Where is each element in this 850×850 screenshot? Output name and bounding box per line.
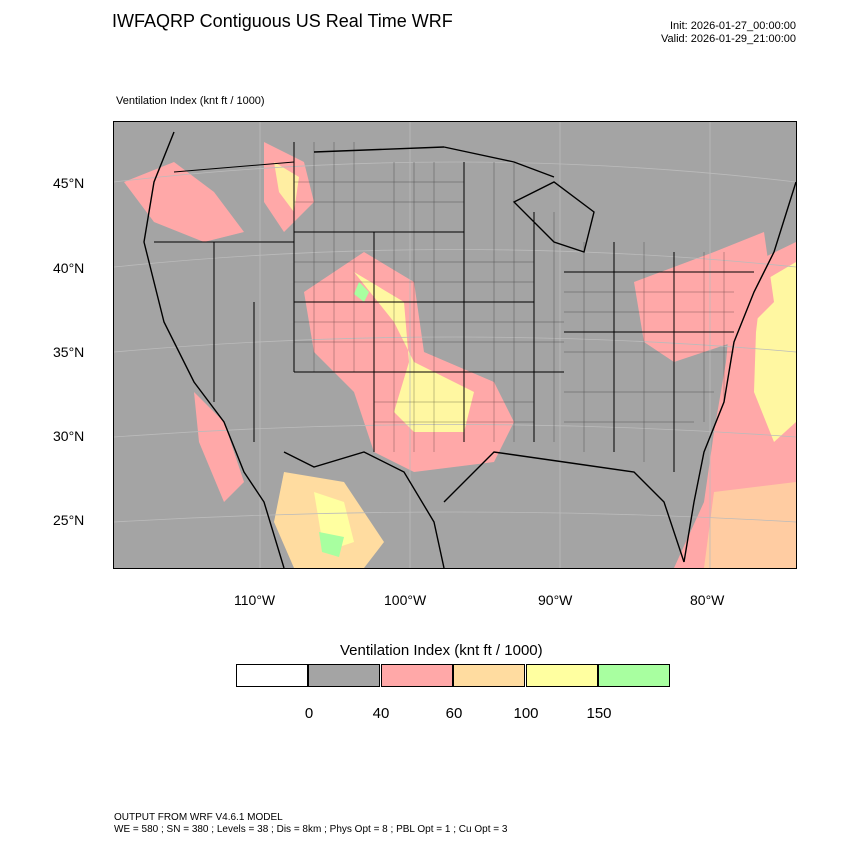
- colorbar-tick-40: 40: [372, 705, 390, 722]
- atlantic-orange: [704, 482, 796, 568]
- plains-yellow: [354, 272, 474, 432]
- map-panel: [113, 121, 797, 569]
- colorbar-tick-150: 150: [586, 705, 612, 722]
- montana-yellow: [274, 162, 299, 212]
- lon-label-110: 110°W: [234, 592, 276, 608]
- colorbar-box-5: [598, 664, 670, 687]
- coastlines: [143, 131, 796, 568]
- colorbar-box-1: [308, 664, 380, 687]
- plot-title: IWFAQRP Contiguous US Real Time WRF: [112, 11, 453, 31]
- colorbar-title: Ventilation Index (knt ft / 1000): [340, 642, 543, 659]
- lat-label-25: 25°N: [53, 512, 85, 528]
- county-borders: [294, 142, 734, 462]
- graticule: [114, 122, 796, 568]
- state-borders: [154, 142, 754, 472]
- lat-label-40: 40°N: [53, 260, 85, 276]
- mexico-green: [319, 532, 344, 557]
- plains-green: [354, 282, 369, 302]
- lat-label-45: 45°N: [53, 175, 85, 191]
- lat-label-30: 30°N: [53, 428, 85, 444]
- valid-time: Valid: 2026-01-29_21:00:00: [661, 33, 796, 45]
- colorbar-box-0: [236, 664, 308, 687]
- colorbar-box-3: [453, 664, 525, 687]
- lat-label-35: 35°N: [53, 344, 85, 360]
- colorbar-box-2: [381, 664, 453, 687]
- lon-label-100: 100°W: [384, 592, 427, 608]
- map-svg: [114, 122, 796, 568]
- footer-model: OUTPUT FROM WRF V4.6.1 MODEL: [114, 812, 283, 823]
- colorbar-tick-0: 0: [304, 705, 314, 722]
- field-label: Ventilation Index (knt ft / 1000): [116, 95, 265, 107]
- pacific-pink: [194, 392, 244, 502]
- init-time: Init: 2026-01-27_00:00:00: [670, 20, 796, 32]
- colorbar-box-4: [526, 664, 598, 687]
- lon-label-90: 90°W: [538, 592, 573, 608]
- gulf-field: [494, 442, 684, 568]
- colorbar-tick-60: 60: [445, 705, 463, 722]
- lon-label-80: 80°W: [690, 592, 725, 608]
- footer-config: WE = 580 ; SN = 380 ; Levels = 38 ; Dis …: [114, 824, 508, 835]
- colorbar-tick-100: 100: [513, 705, 539, 722]
